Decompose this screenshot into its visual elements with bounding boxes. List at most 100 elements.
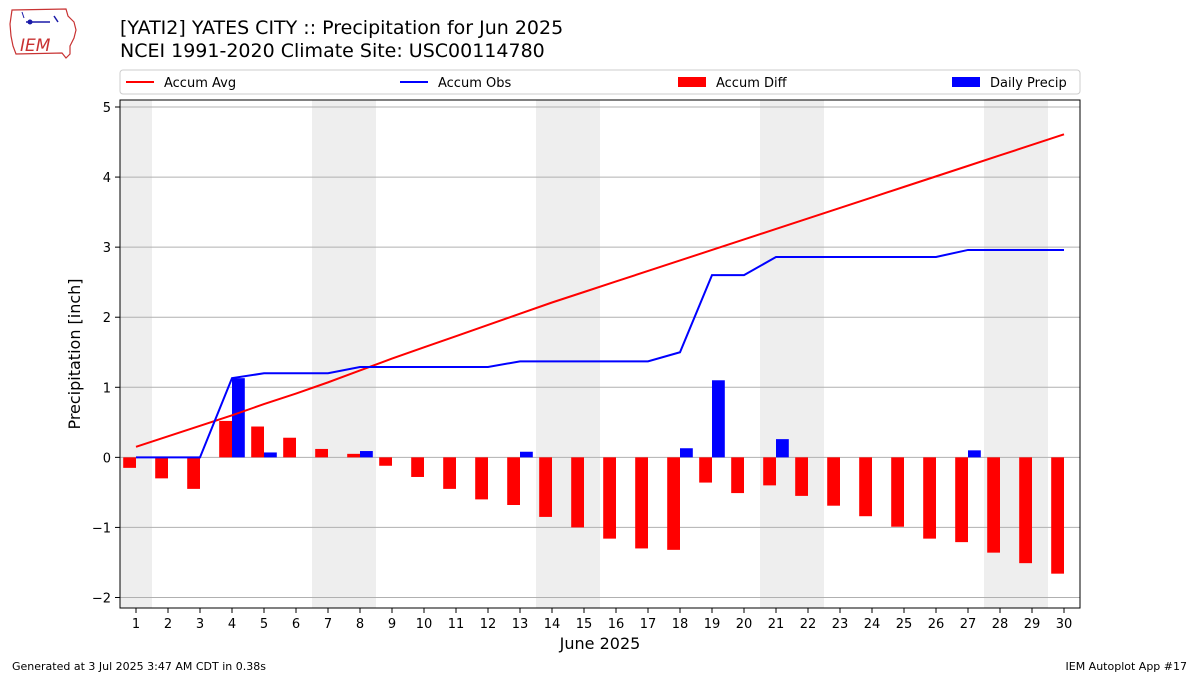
legend-label: Daily Precip (990, 76, 1067, 91)
weekend-shade-4 (760, 100, 824, 608)
accum-diff-bar (859, 457, 872, 517)
daily-precip-bar (232, 378, 245, 458)
legend-label: Accum Obs (438, 76, 511, 91)
x-tick-label: 2 (164, 617, 172, 632)
legend-label: Accum Avg (164, 76, 236, 91)
accum-diff-bar (1019, 457, 1032, 564)
legend-label: Accum Diff (716, 76, 788, 91)
accum-diff-bar (635, 457, 648, 549)
accum-diff-bar (955, 457, 968, 543)
accum-diff-bar (731, 457, 744, 494)
x-tick-label: 23 (832, 617, 849, 632)
plot-frame (119, 99, 1081, 609)
x-tick-label: 5 (260, 617, 268, 632)
footer-generated: Generated at 3 Jul 2025 3:47 AM CDT in 0… (12, 660, 266, 673)
x-tick-label: 18 (672, 617, 689, 632)
x-tick-label: 10 (416, 617, 433, 632)
accum-diff-bar (219, 420, 232, 458)
footer-app: IEM Autoplot App #17 (1065, 660, 1188, 673)
x-tick-label: 17 (640, 617, 657, 632)
accum-diff-bar (539, 457, 552, 517)
legend-swatch (952, 77, 980, 87)
daily-precip-bar (360, 451, 373, 458)
y-tick-label: 0 (103, 451, 111, 466)
x-tick-label: 6 (292, 617, 300, 632)
x-tick-label: 27 (960, 617, 977, 632)
y-tick-label: 1 (103, 381, 111, 396)
accum-diff-bar (795, 457, 808, 496)
x-tick-label: 16 (608, 617, 625, 632)
x-tick-label: 11 (448, 617, 465, 632)
weekend-shade-2 (312, 100, 376, 608)
x-tick-label: 30 (1056, 617, 1073, 632)
x-tick-label: 26 (928, 617, 945, 632)
x-tick-label: 25 (896, 617, 913, 632)
x-tick-label: 20 (736, 617, 753, 632)
logo-text: IEM (20, 36, 51, 56)
daily-precip-bar (712, 380, 725, 458)
y-axis-label: Precipitation [inch] (65, 278, 84, 429)
accum-diff-bar (411, 457, 424, 477)
legend-box (119, 69, 1081, 95)
accum-diff-bar (347, 453, 360, 458)
accum-diff-bar (507, 457, 520, 505)
x-tick-label: 9 (388, 617, 396, 632)
iowa-state-outline-icon: IEM (9, 8, 77, 59)
accum-diff-bar (123, 457, 136, 468)
daily-precip-bar (264, 452, 277, 458)
accum-diff-bar (315, 448, 328, 458)
accum-diff-bar (155, 457, 168, 479)
accum-diff-bar (891, 457, 904, 527)
x-tick-label: 24 (864, 617, 881, 632)
daily-precip-bar (520, 451, 533, 458)
x-tick-label: 7 (324, 617, 332, 632)
accum-diff-bar (763, 457, 776, 486)
x-tick-label: 19 (704, 617, 721, 632)
accum-diff-bar (379, 457, 392, 466)
accum-diff-bar (923, 457, 936, 539)
chart-title: [YATI2] YATES CITY :: Precipitation for … (120, 17, 564, 39)
x-tick-label: 29 (1024, 617, 1041, 632)
accum-diff-bar (987, 457, 1000, 553)
x-axis-label: June 2025 (559, 634, 641, 653)
x-tick-label: 4 (228, 617, 236, 632)
accum-diff-bar (667, 457, 680, 550)
legend: Accum Avg Accum Obs Accum Diff Daily Precip (119, 69, 1081, 95)
accum-diff-bar (603, 457, 616, 539)
x-tick-label: 15 (576, 617, 593, 632)
x-tick-label: 22 (800, 617, 817, 632)
x-tick-label: 12 (480, 617, 497, 632)
accum-diff-bar (571, 457, 584, 528)
accum-diff-bar (475, 457, 488, 500)
daily-precip-bar (776, 439, 789, 458)
accum-diff-bar (1051, 457, 1064, 574)
y-tick-label: 5 (103, 101, 111, 116)
weekend-shade-3 (536, 100, 600, 608)
weekend-shade-1 (120, 100, 152, 608)
y-tick-label: −1 (92, 521, 111, 536)
accum-diff-bar (699, 457, 712, 483)
x-tick-label: 1 (132, 617, 140, 632)
daily-precip-bar (680, 448, 693, 458)
x-tick-label: 8 (356, 617, 364, 632)
iem-logo: IEM (8, 6, 80, 60)
accum-obs-line (136, 248, 1064, 459)
daily-precip-bar (968, 450, 981, 458)
accum-diff-bar (251, 426, 264, 458)
chart-subtitle: NCEI 1991-2020 Climate Site: USC00114780 (120, 40, 545, 62)
accum-diff-bar (443, 457, 456, 489)
y-tick-label: 2 (103, 311, 111, 326)
accum-diff-bar (187, 457, 200, 489)
accum-diff-bar (827, 457, 840, 506)
y-tick-label: 4 (103, 171, 111, 186)
x-tick-label: 21 (768, 617, 785, 632)
accum-avg-line (135, 133, 1065, 448)
x-tick-label: 14 (544, 617, 561, 632)
x-tick-label: 28 (992, 617, 1009, 632)
y-tick-label: 3 (103, 241, 111, 256)
accum-diff-bar (283, 437, 296, 458)
legend-swatch (678, 77, 706, 87)
x-tick-label: 3 (196, 617, 204, 632)
y-tick-label: −2 (92, 591, 111, 606)
